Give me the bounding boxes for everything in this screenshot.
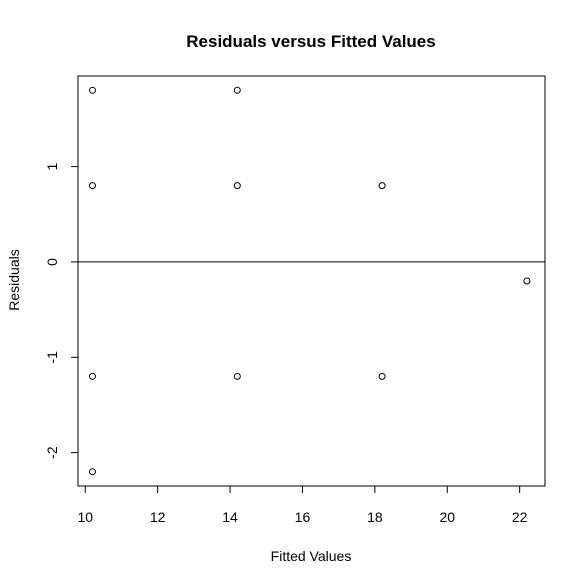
plot-frame xyxy=(77,75,546,487)
data-point xyxy=(88,86,96,94)
chart-title: Residuals versus Fitted Values xyxy=(186,32,435,51)
data-point xyxy=(88,468,96,476)
data-points xyxy=(88,86,531,476)
data-point xyxy=(233,182,241,190)
data-point xyxy=(378,372,386,380)
y-tick-label: -2 xyxy=(44,446,60,459)
data-point xyxy=(523,277,531,285)
x-tick-label: 16 xyxy=(295,509,311,525)
x-tick-label: 22 xyxy=(512,509,528,525)
y-tick-label: 0 xyxy=(44,258,60,266)
x-tick-label: 12 xyxy=(150,509,166,525)
data-point xyxy=(378,182,386,190)
x-tick-label: 10 xyxy=(77,509,93,525)
y-axis: -2 -1 0 1 xyxy=(44,162,78,459)
y-tick-label: 1 xyxy=(44,162,60,170)
y-axis-label: Residuals xyxy=(6,249,22,310)
data-point xyxy=(88,182,96,190)
data-point xyxy=(233,372,241,380)
data-point xyxy=(88,372,96,380)
x-axis: 10 12 14 16 18 20 22 xyxy=(77,486,528,525)
x-tick-label: 18 xyxy=(367,509,383,525)
y-tick-label: -1 xyxy=(44,351,60,364)
x-tick-label: 20 xyxy=(439,509,455,525)
data-point xyxy=(233,86,241,94)
x-axis-label: Fitted Values xyxy=(271,548,352,564)
x-tick-label: 14 xyxy=(222,509,238,525)
